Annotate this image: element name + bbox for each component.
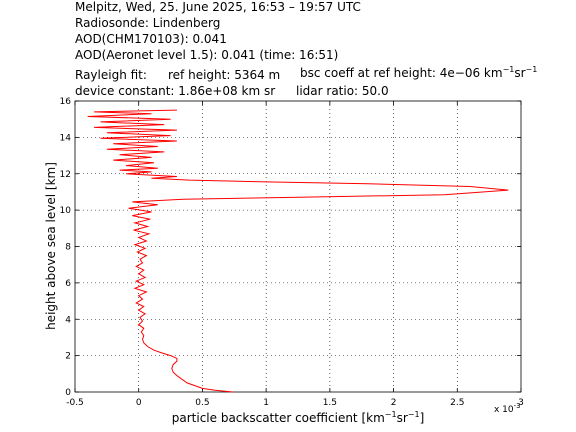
y-tick-label: 2 — [65, 352, 71, 362]
x-tick-label: 2 — [391, 398, 397, 408]
title-line-1: Melpitz, Wed, 25. June 2025, 16:53 – 19:… — [75, 0, 361, 14]
x-multiplier: x 10-3 — [494, 402, 521, 415]
lidar-ratio: lidar ratio: 50.0 — [296, 84, 389, 98]
y-tick-label: 8 — [65, 243, 71, 253]
x-tick-label: 0 — [136, 398, 142, 408]
y-tick-label: 14 — [60, 133, 72, 143]
y-tick-label: 16 — [60, 97, 72, 107]
y-tick-label: 6 — [65, 279, 71, 289]
title-line-2: Radiosonde: Lindenberg — [75, 16, 221, 30]
x-tick-label: 2.5 — [450, 398, 464, 408]
backscatter-profile-line — [87, 109, 509, 393]
device-constant: device constant: 1.86e+08 km sr — [75, 84, 276, 98]
y-tick-label: 4 — [65, 315, 71, 325]
y-tick-label: 12 — [60, 170, 71, 180]
y-tick-labels: 0 2 4 6 8 10 12 14 16 — [60, 97, 72, 398]
ref-height: ref height: 5364 m — [168, 68, 281, 82]
x-tick-labels: -0.5 0 0.5 1 1.5 2 2.5 3 — [66, 398, 524, 408]
bsc-coeff: bsc coeff at ref height: 4e−06 km−1sr−1 — [300, 65, 538, 81]
y-tick-label: 0 — [65, 388, 71, 398]
y-axis-label: height above sea level [km] — [44, 162, 58, 330]
rayleigh-label: Rayleigh fit: — [75, 68, 147, 82]
title-line-3: AOD(CHM170103): 0.041 — [75, 32, 227, 46]
grid — [75, 101, 521, 392]
x-axis-label: particle backscatter coefficient [km−1sr… — [172, 410, 425, 425]
bsc-coeff-text: bsc coeff at ref height: 4e−06 km — [300, 66, 503, 80]
x-tick-label: 3 — [518, 398, 524, 408]
x-tick-label: 1.5 — [323, 398, 337, 408]
y-tick-label: 10 — [60, 206, 72, 216]
title-line-4: AOD(Aeronet level 1.5): 0.041 (time: 16:… — [75, 48, 339, 62]
x-tick-label: 0.5 — [195, 398, 209, 408]
x-tick-label: -0.5 — [66, 398, 84, 408]
plot-area — [74, 100, 522, 393]
x-tick-label: 1 — [263, 398, 269, 408]
